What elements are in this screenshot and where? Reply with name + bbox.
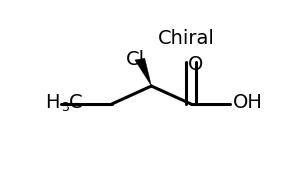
Text: Cl: Cl (126, 50, 145, 69)
Text: OH: OH (233, 93, 263, 112)
Text: 3: 3 (61, 101, 69, 114)
Text: Chiral: Chiral (158, 29, 215, 48)
Text: H: H (45, 93, 60, 112)
Text: C: C (68, 93, 82, 112)
Text: O: O (188, 55, 203, 74)
Polygon shape (135, 58, 152, 86)
